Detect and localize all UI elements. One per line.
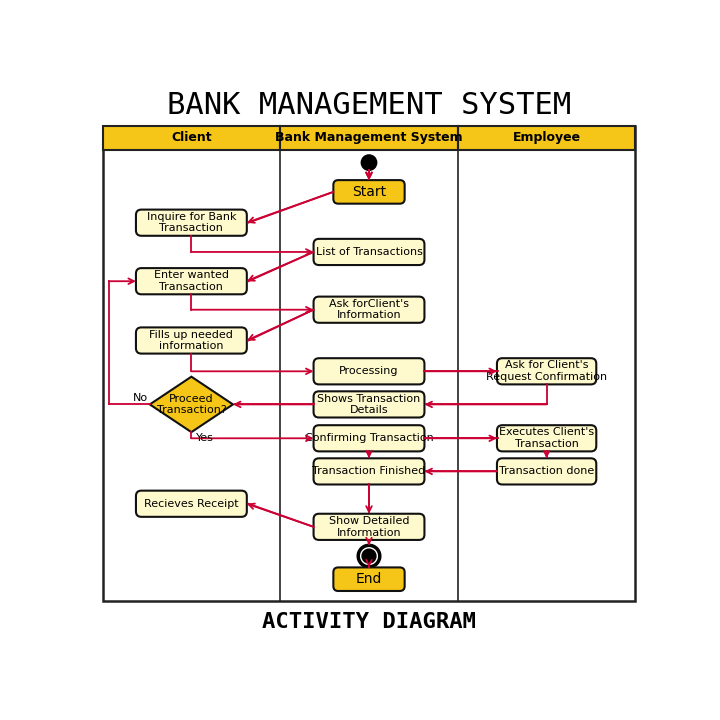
FancyBboxPatch shape: [314, 391, 425, 418]
Text: Shows Transaction
Details: Shows Transaction Details: [318, 394, 420, 415]
Text: Transaction Finished: Transaction Finished: [312, 467, 426, 477]
Text: Inquire for Bank
Transaction: Inquire for Bank Transaction: [147, 212, 236, 233]
Text: Yes: Yes: [197, 433, 214, 444]
Text: Show Detailed
Information: Show Detailed Information: [329, 516, 409, 538]
Text: List of Transactions: List of Transactions: [315, 247, 423, 257]
Text: Executes Client's
Transaction: Executes Client's Transaction: [499, 428, 594, 449]
Text: Fills up needed
information: Fills up needed information: [150, 330, 233, 351]
FancyBboxPatch shape: [314, 297, 425, 323]
Text: Employee: Employee: [513, 132, 580, 145]
FancyBboxPatch shape: [314, 239, 425, 265]
Text: Transaction done: Transaction done: [499, 467, 594, 477]
Bar: [280, 127, 458, 150]
Text: Ask forClient's
Information: Ask forClient's Information: [329, 299, 409, 320]
FancyBboxPatch shape: [497, 359, 596, 384]
Text: Ask for Client's
Request Confirmation: Ask for Client's Request Confirmation: [486, 361, 607, 382]
Text: Recieves Receipt: Recieves Receipt: [144, 499, 239, 509]
FancyBboxPatch shape: [314, 459, 425, 485]
Text: No: No: [133, 393, 148, 403]
Text: Client: Client: [171, 132, 212, 145]
Text: Start: Start: [352, 185, 386, 199]
FancyBboxPatch shape: [497, 426, 596, 451]
FancyBboxPatch shape: [314, 426, 425, 451]
Text: Enter wanted
Transaction: Enter wanted Transaction: [154, 271, 229, 292]
Text: Confirming Transaction: Confirming Transaction: [305, 433, 433, 444]
FancyBboxPatch shape: [497, 459, 596, 485]
Text: Processing: Processing: [339, 366, 399, 377]
Bar: [102, 127, 280, 150]
Text: End: End: [356, 572, 382, 586]
Bar: [102, 127, 636, 600]
Bar: [458, 127, 636, 150]
FancyBboxPatch shape: [136, 268, 247, 294]
Circle shape: [361, 155, 377, 171]
Text: Proceed
Transaction?: Proceed Transaction?: [156, 394, 226, 415]
FancyBboxPatch shape: [136, 210, 247, 235]
FancyBboxPatch shape: [136, 328, 247, 354]
Text: BANK MANAGEMENT SYSTEM: BANK MANAGEMENT SYSTEM: [167, 91, 571, 120]
Circle shape: [359, 545, 379, 567]
FancyBboxPatch shape: [314, 359, 425, 384]
Text: ACTIVITY DIAGRAM: ACTIVITY DIAGRAM: [262, 611, 476, 631]
Polygon shape: [150, 377, 233, 432]
FancyBboxPatch shape: [136, 490, 247, 517]
FancyBboxPatch shape: [333, 180, 405, 204]
FancyBboxPatch shape: [314, 514, 425, 540]
Text: Bank Management System: Bank Management System: [275, 132, 463, 145]
FancyBboxPatch shape: [333, 567, 405, 591]
Circle shape: [362, 549, 376, 563]
